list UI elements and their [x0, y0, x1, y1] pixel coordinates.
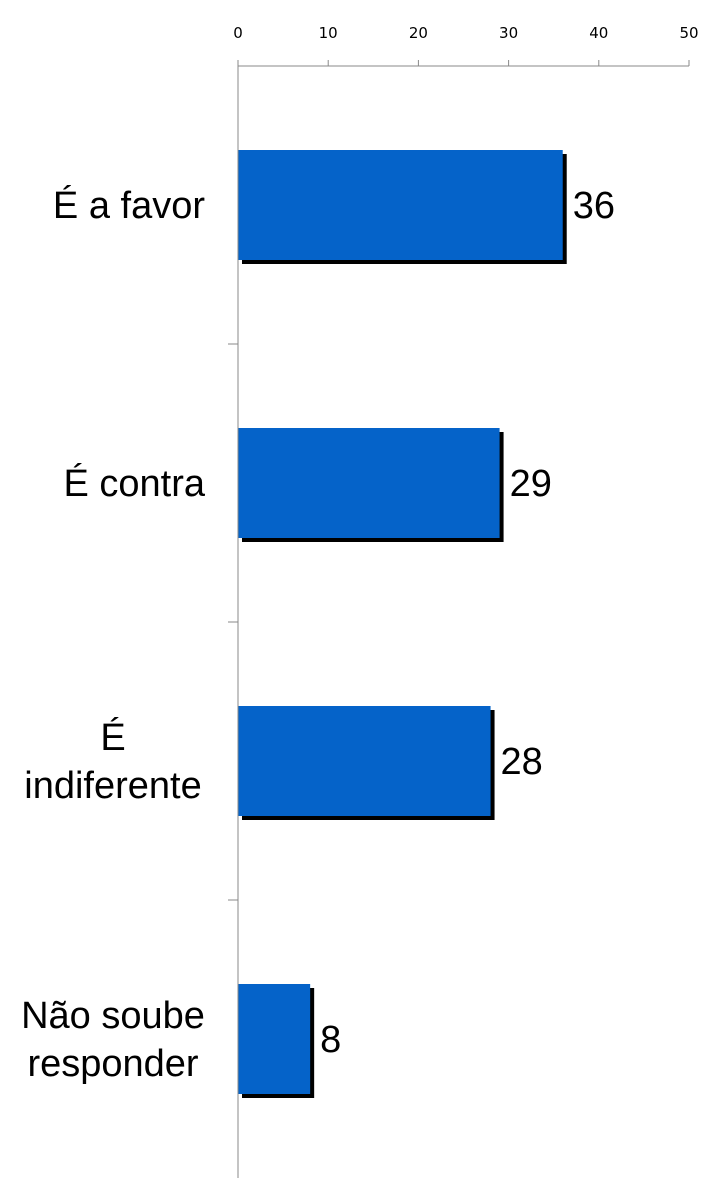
data-label: 28 [501, 741, 543, 783]
x-tick-label: 20 [409, 24, 428, 42]
bars [238, 150, 563, 1094]
category-label: É contra [63, 462, 205, 505]
category-label-line: É a favor [53, 184, 205, 227]
category-label: É a favor [53, 184, 205, 227]
bar [238, 428, 500, 538]
labels: 36 É a favor 29 É contra 28 É indiferente 8 Não … [21, 184, 615, 1085]
category-label-line: responder [27, 1043, 198, 1085]
category-label-line: indiferente [24, 765, 201, 807]
x-tick-label: 0 [233, 24, 243, 42]
category-label-line: É contra [63, 462, 205, 505]
x-tick-label: 50 [679, 24, 698, 42]
category-label-line: Não soube [21, 995, 205, 1037]
bar [238, 706, 491, 816]
axes: 0 10 20 30 40 50 [228, 24, 699, 1178]
data-label: 36 [573, 185, 615, 227]
bar-shadows [242, 154, 567, 1098]
x-tick-label: 10 [319, 24, 338, 42]
bar [238, 150, 563, 260]
data-label: 8 [320, 1019, 341, 1061]
category-label: Não soube responder [21, 995, 205, 1085]
data-label: 29 [510, 463, 552, 505]
category-label-line: É [100, 716, 125, 759]
bar [238, 984, 311, 1094]
x-tick-label: 30 [499, 24, 518, 42]
x-tick-label: 40 [589, 24, 608, 42]
